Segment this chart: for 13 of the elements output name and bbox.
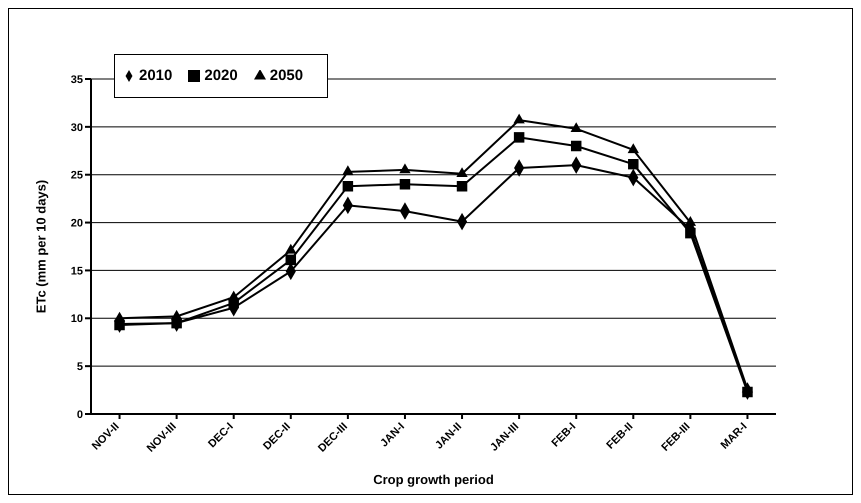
y-tick-label: 35 bbox=[70, 74, 83, 86]
y-tick-label: 25 bbox=[70, 170, 83, 182]
y-tick-label: 30 bbox=[70, 122, 83, 134]
legend-label: 2010 bbox=[139, 67, 172, 84]
legend-label: 2050 bbox=[270, 67, 304, 84]
y-tick-label: 10 bbox=[70, 313, 83, 326]
x-axis-title: Crop growth period bbox=[373, 472, 494, 487]
y-tick-label: 5 bbox=[76, 361, 83, 374]
y-tick-label: 0 bbox=[76, 408, 83, 421]
y-tick-label: 20 bbox=[70, 217, 83, 230]
y-tick-label: 15 bbox=[70, 265, 83, 278]
legend-label: 2020 bbox=[204, 67, 238, 84]
y-axis-title: ETc (mm per 10 days) bbox=[34, 180, 49, 314]
